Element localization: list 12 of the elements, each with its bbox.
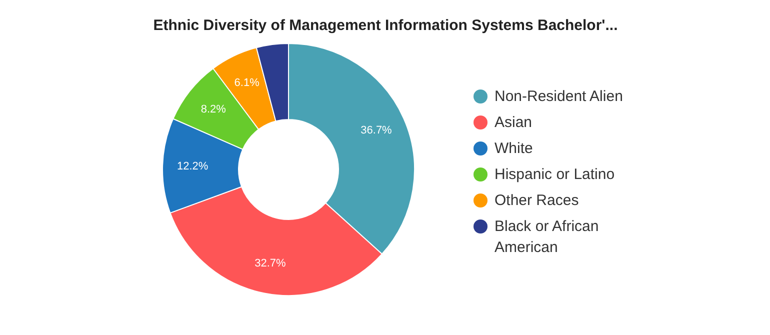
legend-label: White xyxy=(494,140,533,157)
data-label: 6.1% xyxy=(234,77,260,90)
data-label: 12.2% xyxy=(176,160,208,172)
chart-title: Ethnic Diversity of Management Information Systems Bachelor'... xyxy=(153,17,618,34)
data-label: 8.2% xyxy=(200,104,226,116)
data-label: 32.7% xyxy=(254,258,286,270)
data-label: 36.7% xyxy=(360,124,392,137)
legend-label: Other Races xyxy=(494,192,579,209)
legend-label: Black or African American xyxy=(494,218,599,256)
legend-label: Non-Resident Alien xyxy=(494,88,623,105)
legend-label: Asian xyxy=(494,114,532,131)
legend-label: Hispanic or Latino xyxy=(494,166,615,183)
